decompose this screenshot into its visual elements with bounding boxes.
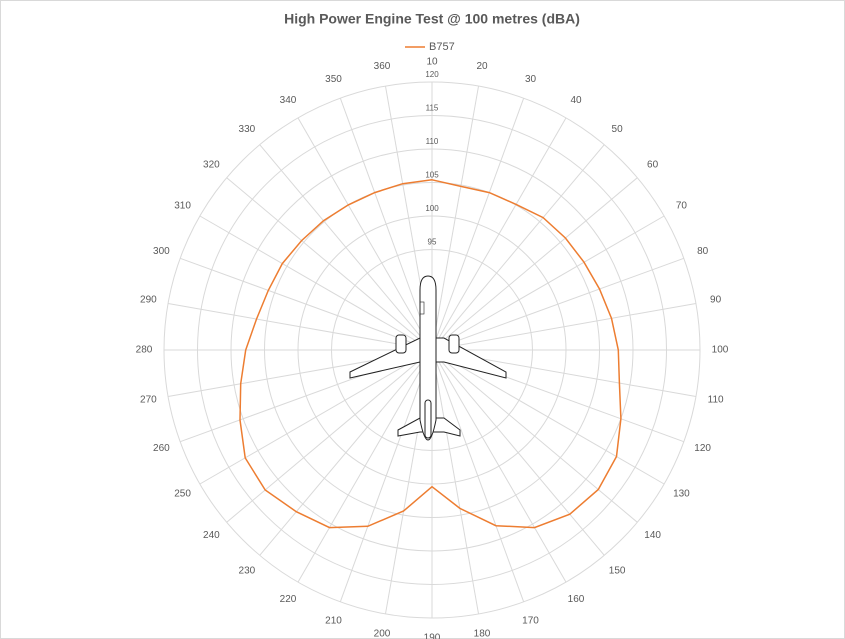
category-label: 190	[424, 633, 441, 639]
chart-title: High Power Engine Test @ 100 metres (dBA…	[284, 11, 580, 27]
marks	[239, 179, 622, 529]
category-label: 280	[136, 345, 153, 356]
r-tick-label: 105	[425, 171, 439, 180]
category-label: 230	[239, 565, 256, 576]
r-tick-label: 115	[426, 104, 439, 113]
category-label: 120	[694, 443, 711, 454]
category-label: 340	[280, 95, 297, 106]
category-label: 300	[153, 246, 170, 257]
grid-ring	[331, 249, 533, 451]
grid-ring	[197, 115, 667, 585]
grid-ring	[297, 215, 567, 485]
category-label: 250	[174, 489, 191, 500]
category-label: 290	[140, 295, 157, 306]
category-label: 80	[697, 246, 709, 257]
legend-label: B757	[429, 41, 455, 53]
r-tick-label: 100	[425, 204, 439, 213]
category-label: 140	[644, 530, 661, 541]
aircraft-illustration	[349, 275, 507, 441]
category-label: 350	[325, 74, 342, 85]
category-label: 70	[676, 201, 688, 212]
radar-line	[239, 179, 622, 529]
category-label: 160	[568, 594, 585, 605]
category-label: 100	[712, 345, 729, 356]
category-label: 150	[609, 565, 626, 576]
category-label: 20	[476, 61, 488, 72]
r-tick-label: 95	[428, 238, 437, 247]
category-label: 60	[647, 160, 659, 171]
category-label: 90	[710, 295, 722, 306]
category-label: 330	[239, 124, 256, 135]
grid-ring	[264, 182, 600, 518]
category-label: 270	[140, 395, 157, 406]
category-label: 50	[612, 124, 624, 135]
category-label: 130	[673, 489, 690, 500]
category-label: 240	[203, 530, 220, 541]
category-label: 170	[522, 615, 539, 626]
category-label: 320	[203, 160, 220, 171]
category-label: 110	[708, 395, 724, 406]
category-label: 310	[174, 201, 191, 212]
category-label: 360	[374, 61, 391, 72]
category-label: 260	[153, 443, 170, 454]
category-label: 200	[374, 628, 391, 639]
category-label: 180	[474, 628, 491, 639]
r-tick-label: 110	[426, 137, 439, 146]
category-label: 40	[570, 95, 582, 106]
grid-ring	[230, 148, 634, 552]
r-tick-label: 120	[425, 70, 439, 79]
category-label: 30	[525, 74, 537, 85]
category-label: 210	[325, 615, 342, 626]
category-label: 220	[280, 594, 297, 605]
grid-ring	[163, 81, 701, 619]
category-label: 10	[426, 57, 438, 68]
